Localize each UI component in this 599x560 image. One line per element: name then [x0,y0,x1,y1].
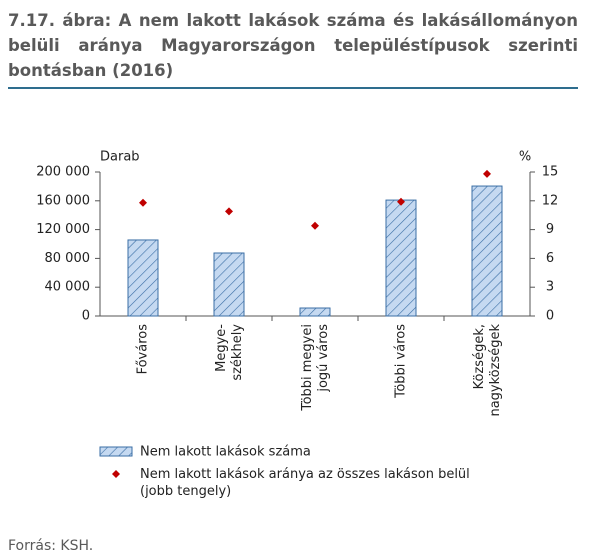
y-tick-label: 120 000 [36,222,90,237]
source: Forrás: KSH. [8,538,94,554]
y-tick-label: 200 000 [36,165,90,180]
marker [139,198,147,207]
legend-swatch [112,470,120,478]
y-tick-label: 80 000 [45,251,91,266]
x-tick-label: Többi megyeijogú város [300,324,331,412]
marker [397,197,405,206]
y2-tick-label: 15 [542,165,559,180]
figure-title: 7.17. ábra: A nem lakott lakások száma é… [8,8,578,89]
y-tick-label: 0 [82,309,90,324]
y2-tick-label: 9 [546,222,554,237]
marker [483,169,491,178]
bar [127,239,159,317]
bar [299,307,331,317]
bar [213,252,245,317]
y-tick-label: 160 000 [36,193,90,208]
y2-tick-label: 6 [546,251,554,266]
legend-swatch [99,446,133,457]
chart: Darab % 0 40 000 80 000 120 000 160 000 200 0… [36,150,559,499]
y-axis-label: Darab [100,150,140,165]
bar [385,199,417,317]
legend-label: Nem lakott lakások száma [140,445,311,460]
x-tick-label: Megye-székhely [214,324,245,381]
x-tick-label: Többi város [394,324,409,399]
y2-tick-label: 0 [546,309,554,324]
marker [311,221,319,230]
y2-tick-label: 12 [542,193,559,208]
marker [225,207,233,216]
y2-tick-label: 3 [546,280,554,295]
bar [471,185,503,317]
legend-label: Nem lakott lakások aránya az összes laká… [140,467,470,499]
y2-axis-label: % [519,150,531,165]
x-tick-label: Főváros [136,324,151,375]
y-tick-label: 40 000 [45,280,91,295]
x-tick-label: Községek,nagyközségek [472,324,503,417]
